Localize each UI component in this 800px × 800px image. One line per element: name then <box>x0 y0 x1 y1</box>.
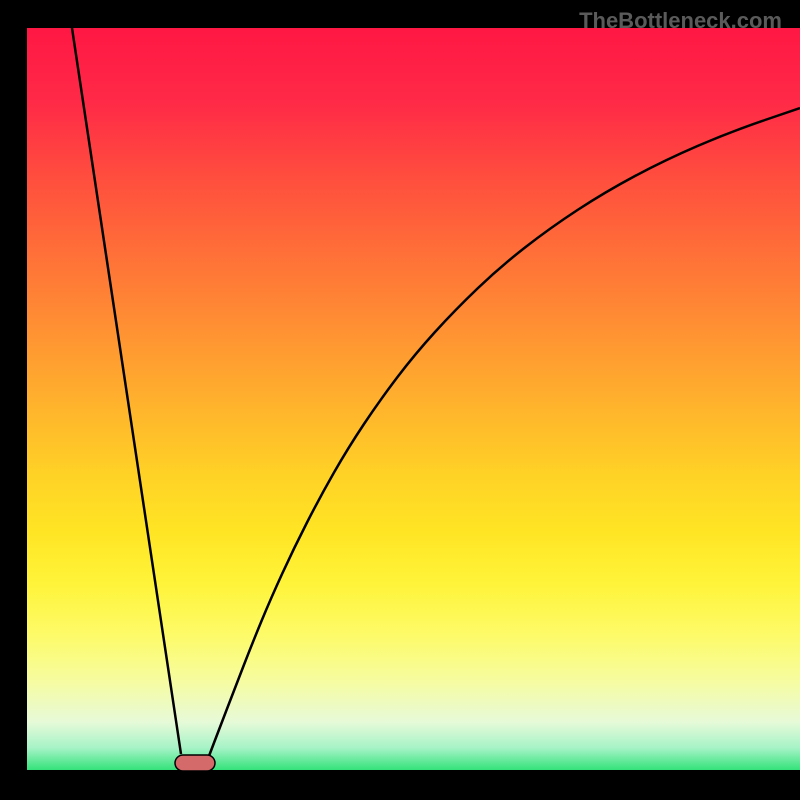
chart-container: TheBottleneck.com <box>0 0 800 800</box>
optimal-point-marker <box>175 755 215 771</box>
gradient-background <box>27 28 800 770</box>
watermark-text: TheBottleneck.com <box>579 8 782 34</box>
bottleneck-chart <box>0 0 800 800</box>
